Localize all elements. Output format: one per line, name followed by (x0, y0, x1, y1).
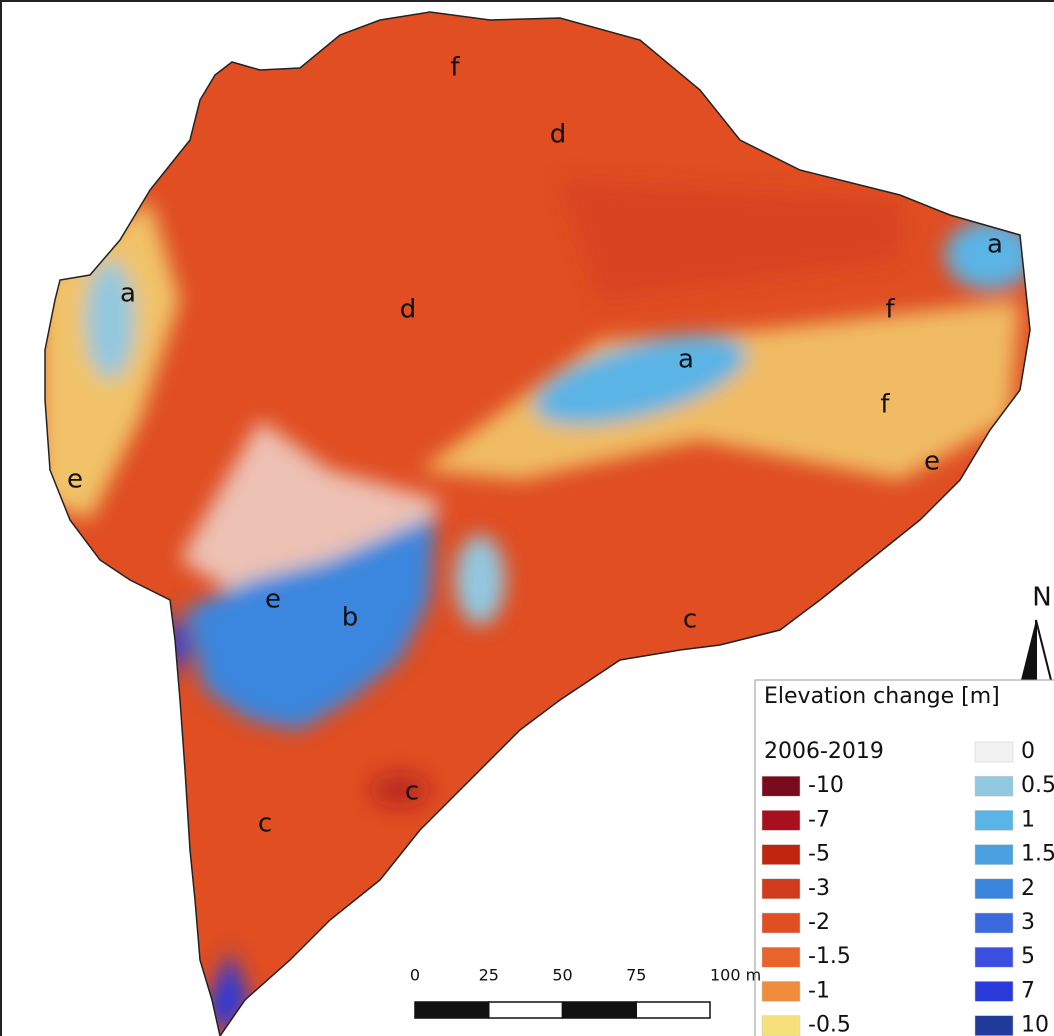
legend-title: Elevation change [m] (764, 684, 1000, 709)
legend-swatch (975, 845, 1013, 865)
legend-swatch (975, 810, 1013, 830)
legend-swatch (975, 1016, 1013, 1036)
region-label: c (683, 605, 697, 635)
legend-label: 1 (1021, 807, 1035, 832)
region-label: b (342, 603, 359, 633)
legend-swatch (762, 879, 800, 899)
legend-label: -7 (808, 807, 830, 832)
legend-label: 0.5 (1021, 773, 1054, 798)
legend-label: -5 (808, 842, 830, 867)
region-label: a (120, 279, 136, 309)
region-label: e (924, 447, 940, 477)
legend-label: -1 (808, 978, 830, 1003)
legend-swatch (762, 947, 800, 967)
scale-label: 50 (552, 966, 572, 985)
legend-swatch (762, 913, 800, 933)
scale-segment (489, 1002, 563, 1018)
legend-label: -0.5 (808, 1013, 851, 1036)
legend-label: -1.5 (808, 944, 851, 969)
legend-label: 10 (1021, 1013, 1049, 1036)
legend-label: -10 (808, 773, 844, 798)
legend-swatch (975, 742, 1013, 762)
map: f d a a d f a f e e e b c c c N Elevation change [m] 2… (0, 0, 1054, 1036)
legend-label: -3 (808, 876, 830, 901)
scale-segment (563, 1002, 637, 1018)
legend-swatch (975, 913, 1013, 933)
region-label: d (550, 120, 567, 150)
legend-label: 1.5 (1021, 842, 1054, 867)
legend-label: -2 (808, 910, 830, 935)
scale-label: 0 (410, 966, 420, 985)
legend-swatch (762, 981, 800, 1001)
legend-swatch (975, 776, 1013, 796)
legend-swatch (975, 879, 1013, 899)
region-label: c (258, 809, 272, 839)
scale-bar: 0 25 50 75 100 m (410, 966, 761, 1019)
legend-label: 3 (1021, 910, 1035, 935)
legend-label: 0 (1021, 739, 1035, 764)
region-label: d (400, 295, 417, 325)
legend-swatch (975, 947, 1013, 967)
legend-label: 7 (1021, 978, 1035, 1003)
scale-label: 100 m (710, 966, 761, 985)
region-label: c (405, 777, 419, 807)
legend-swatch (762, 845, 800, 865)
legend-label: 2 (1021, 876, 1035, 901)
region-label: a (987, 230, 1003, 260)
region-label: e (67, 465, 83, 495)
region-label: f (450, 53, 460, 83)
north-label: N (1032, 583, 1051, 613)
scale-label: 25 (479, 966, 499, 985)
region-label: a (678, 345, 694, 375)
legend-label: 5 (1021, 944, 1035, 969)
scale-segment (636, 1002, 710, 1018)
legend-swatch (762, 1016, 800, 1036)
region-label: e (265, 585, 281, 615)
legend-swatch (762, 776, 800, 796)
legend-period: 2006-2019 (764, 739, 884, 764)
legend-swatch (762, 810, 800, 830)
legend-swatch (975, 981, 1013, 1001)
region-label: f (885, 295, 895, 325)
scale-segment (415, 1002, 489, 1018)
scale-label: 75 (626, 966, 646, 985)
region-label: f (880, 390, 890, 420)
